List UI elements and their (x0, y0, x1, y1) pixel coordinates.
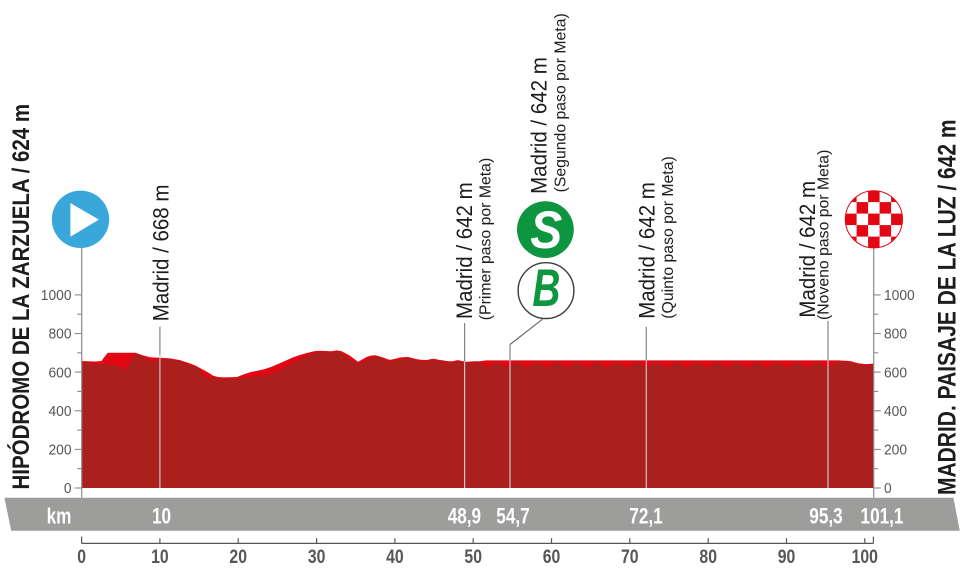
svg-text:Madrid / 642 m: Madrid / 642 m (795, 181, 820, 318)
svg-text:(Primer paso por Meta): (Primer paso por Meta) (478, 158, 495, 320)
svg-text:B: B (532, 259, 560, 318)
svg-text:800: 800 (884, 326, 907, 343)
svg-text:48,9: 48,9 (448, 505, 481, 530)
svg-text:200: 200 (48, 442, 71, 459)
svg-text:10: 10 (152, 505, 171, 530)
svg-text:Madrid / 642 m: Madrid / 642 m (527, 57, 552, 194)
svg-text:400: 400 (884, 404, 907, 421)
svg-text:54,7: 54,7 (496, 505, 529, 530)
svg-text:95,3: 95,3 (809, 505, 842, 530)
svg-text:20: 20 (229, 546, 247, 568)
svg-text:101,1: 101,1 (861, 505, 904, 530)
svg-text:(Segundo paso por Meta): (Segundo paso por Meta) (553, 13, 570, 192)
svg-text:80: 80 (699, 546, 717, 568)
svg-text:km: km (47, 505, 72, 530)
svg-text:72,1: 72,1 (629, 505, 662, 530)
svg-text:90: 90 (778, 546, 796, 568)
svg-text:60: 60 (543, 546, 561, 568)
svg-text:400: 400 (48, 404, 71, 421)
svg-text:(Quinto paso por Meta): (Quinto paso por Meta) (660, 156, 677, 318)
svg-text:(Noveno paso por Meta): (Noveno paso por Meta) (816, 150, 833, 320)
svg-text:Madrid / 668 m: Madrid / 668 m (148, 185, 173, 322)
svg-text:0: 0 (77, 546, 86, 568)
svg-text:1000: 1000 (41, 288, 72, 305)
svg-text:0: 0 (64, 481, 72, 498)
svg-text:1000: 1000 (884, 288, 915, 305)
svg-text:Madrid / 642 m: Madrid / 642 m (634, 182, 659, 319)
svg-text:0: 0 (884, 481, 892, 498)
svg-text:100: 100 (852, 546, 878, 568)
svg-text:S: S (530, 201, 562, 260)
svg-text:50: 50 (464, 546, 482, 568)
svg-text:600: 600 (884, 365, 907, 382)
svg-text:HIPÓDROMO DE LA ZARZUELA / 624: HIPÓDROMO DE LA ZARZUELA / 624 m (7, 104, 34, 490)
svg-text:Madrid / 642 m: Madrid / 642 m (452, 182, 477, 319)
svg-text:30: 30 (308, 546, 326, 568)
svg-text:MADRID. PAISAJE DE LA LUZ / 64: MADRID. PAISAJE DE LA LUZ / 642 m (933, 119, 960, 495)
svg-text:800: 800 (48, 326, 71, 343)
svg-text:70: 70 (621, 546, 639, 568)
svg-text:10: 10 (151, 546, 169, 568)
svg-text:200: 200 (884, 442, 907, 459)
svg-text:600: 600 (48, 365, 71, 382)
svg-text:40: 40 (386, 546, 404, 568)
